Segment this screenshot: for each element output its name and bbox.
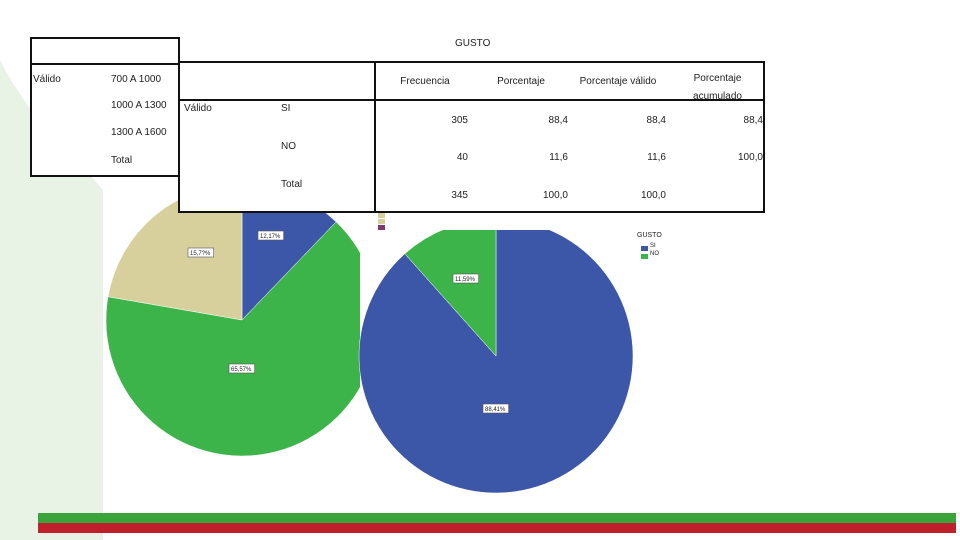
legend-swatch-no (641, 254, 648, 259)
left-pie-slice-2 (105, 221, 360, 457)
col-header-frecuencia: Frecuencia (400, 76, 450, 87)
cell-no-porcentaje: 11,6 (549, 152, 568, 163)
legend-title: GUSTO (637, 232, 662, 239)
back-category-3: 1300 A 1600 (111, 127, 167, 138)
cell-si-frecuencia: 305 (451, 115, 468, 126)
left-pie-data-label-1: 12,17% (257, 230, 284, 241)
svg-text:12,17%: 12,17% (260, 234, 281, 240)
column-divider (374, 63, 376, 211)
left-pie-data-label-2: 65,57% (228, 363, 255, 374)
svg-text:15,7?%: 15,7?% (190, 251, 211, 257)
back-row-header: Válido (33, 74, 61, 85)
cell-si-porcentaje: 88,4 (548, 115, 568, 126)
back-category-2: 1000 A 1300 (111, 100, 167, 111)
cell-no-acumulado: 100,0 (737, 152, 763, 163)
right-pie-slice-2 (404, 230, 497, 357)
legend-label-no: NO (650, 251, 659, 257)
obscured-legend (378, 213, 428, 230)
footer-green-bar (38, 513, 956, 523)
right-pie-chart: 88,41% 11,59% (358, 230, 634, 494)
back-frequency-table (30, 37, 180, 177)
col-header-acumulado: Porcentaje acumulado (693, 73, 742, 102)
right-pie-slice-1 (358, 230, 634, 494)
background-decoration (0, 0, 103, 540)
front-row-header: Válido (184, 103, 212, 114)
front-frequency-table (178, 61, 765, 213)
row-label-no: NO (281, 141, 296, 152)
cell-no-frecuencia: 40 (456, 152, 468, 163)
footer-red-bar (38, 523, 956, 533)
back-category-1: 700 A 1000 (111, 74, 162, 85)
right-pie-data-label-2: 11,59% (452, 273, 479, 284)
svg-text:11,59%: 11,59% (455, 277, 476, 283)
cell-si-acumulado: 88,4 (743, 115, 763, 126)
row-label-si: SI (281, 103, 291, 114)
cell-no-valido: 11,6 (647, 152, 666, 163)
left-pie-data-label-3: 15,7?% (187, 247, 214, 258)
cell-si-valido: 88,4 (646, 115, 666, 126)
svg-text:65,57%: 65,57% (231, 367, 252, 373)
col-header-porcentaje-valido: Porcentaje válido (579, 76, 657, 87)
header-rule (180, 99, 763, 101)
col-header-porcentaje: Porcentaje (497, 76, 545, 87)
back-category-4: Total (111, 155, 133, 166)
svg-text:88,41%: 88,41% (485, 407, 506, 413)
legend-label-si: SI (650, 243, 656, 249)
right-pie-data-label-1: 88,41% (482, 403, 509, 414)
row-label-total: Total (281, 179, 303, 190)
cell-total-valido: 100,0 (640, 190, 666, 201)
table-title: GUSTO (455, 38, 491, 49)
cell-total-frecuencia: 345 (451, 190, 468, 201)
legend-swatch-si (641, 246, 648, 251)
table-header-rule (32, 63, 178, 65)
left-pie-chart: 12,17% 65,57% 15,7?% (105, 183, 360, 457)
cell-total-porcentaje: 100,0 (542, 190, 568, 201)
